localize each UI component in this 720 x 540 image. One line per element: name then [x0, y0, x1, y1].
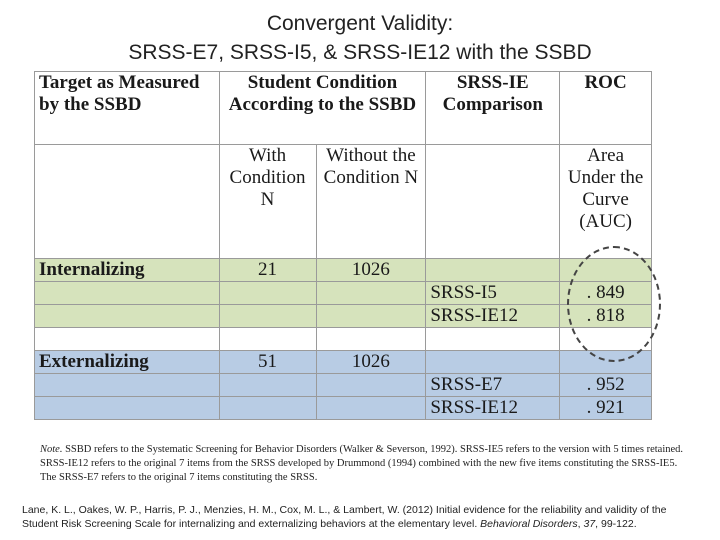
measure-name: SRSS-E7	[425, 373, 561, 397]
group-row-internalizing: Internalizing 21 1026	[34, 258, 652, 282]
citation-volume: 37	[583, 518, 596, 530]
auc-value: . 952	[559, 373, 652, 397]
citation-journal: Behavioral Disorders	[480, 518, 578, 530]
table-row: SRSS-E7 . 952	[34, 373, 652, 397]
citation: Lane, K. L., Oakes, W. P., Harris, P. J.…	[22, 504, 667, 530]
spacer-row	[34, 327, 652, 351]
header-roc: ROC	[559, 71, 652, 145]
citation-pages: , 99-122.	[595, 518, 637, 530]
slide-title-line2: SRSS-E7, SRSS-I5, & SRSS-IE12 with the S…	[128, 41, 592, 64]
table-note: Note. SSBD refers to the Systematic Scre…	[40, 443, 690, 485]
note-text: SSBD refers to the Systematic Screening …	[40, 444, 684, 483]
header-condition: Student Condition According to the SSBD	[218, 71, 427, 145]
with-n: 51	[218, 350, 317, 374]
header-target: Target as Measured by the SSBD	[34, 71, 220, 145]
measure-name: SRSS-I5	[425, 281, 561, 305]
slide-title-line1: Convergent Validity:	[266, 12, 454, 35]
header-comparison: SRSS-IE Comparison	[425, 71, 561, 145]
group-row-externalizing: Externalizing 51 1026	[34, 350, 652, 374]
citation-text: Lane, K. L., Oakes, W. P., Harris, P. J.…	[22, 504, 667, 530]
table-row: SRSS-I5 . 849	[34, 281, 652, 305]
group-label: Externalizing	[34, 350, 220, 374]
without-n: 1026	[315, 350, 427, 374]
measure-name: SRSS-IE12	[425, 396, 561, 420]
note-label: Note.	[40, 444, 63, 455]
table-row: SRSS-IE12 . 921	[34, 396, 652, 420]
auc-value: . 921	[559, 396, 652, 420]
highlight-circle	[567, 246, 661, 362]
subheader-with: With Condition N	[218, 144, 317, 259]
subheader-auc: Area Under the Curve (AUC)	[559, 144, 652, 259]
table-row: SRSS-IE12 . 818	[34, 304, 652, 328]
header-row: Target as Measured by the SSBD Student C…	[34, 71, 652, 145]
group-label: Internalizing	[34, 258, 220, 282]
without-n: 1026	[315, 258, 427, 282]
validity-table: Target as Measured by the SSBD Student C…	[34, 71, 652, 420]
subheader-without: Without the Condition N	[315, 144, 427, 259]
measure-name: SRSS-IE12	[425, 304, 561, 328]
with-n: 21	[218, 258, 317, 282]
subheader-row: With Condition N Without the Condition N…	[34, 144, 652, 259]
